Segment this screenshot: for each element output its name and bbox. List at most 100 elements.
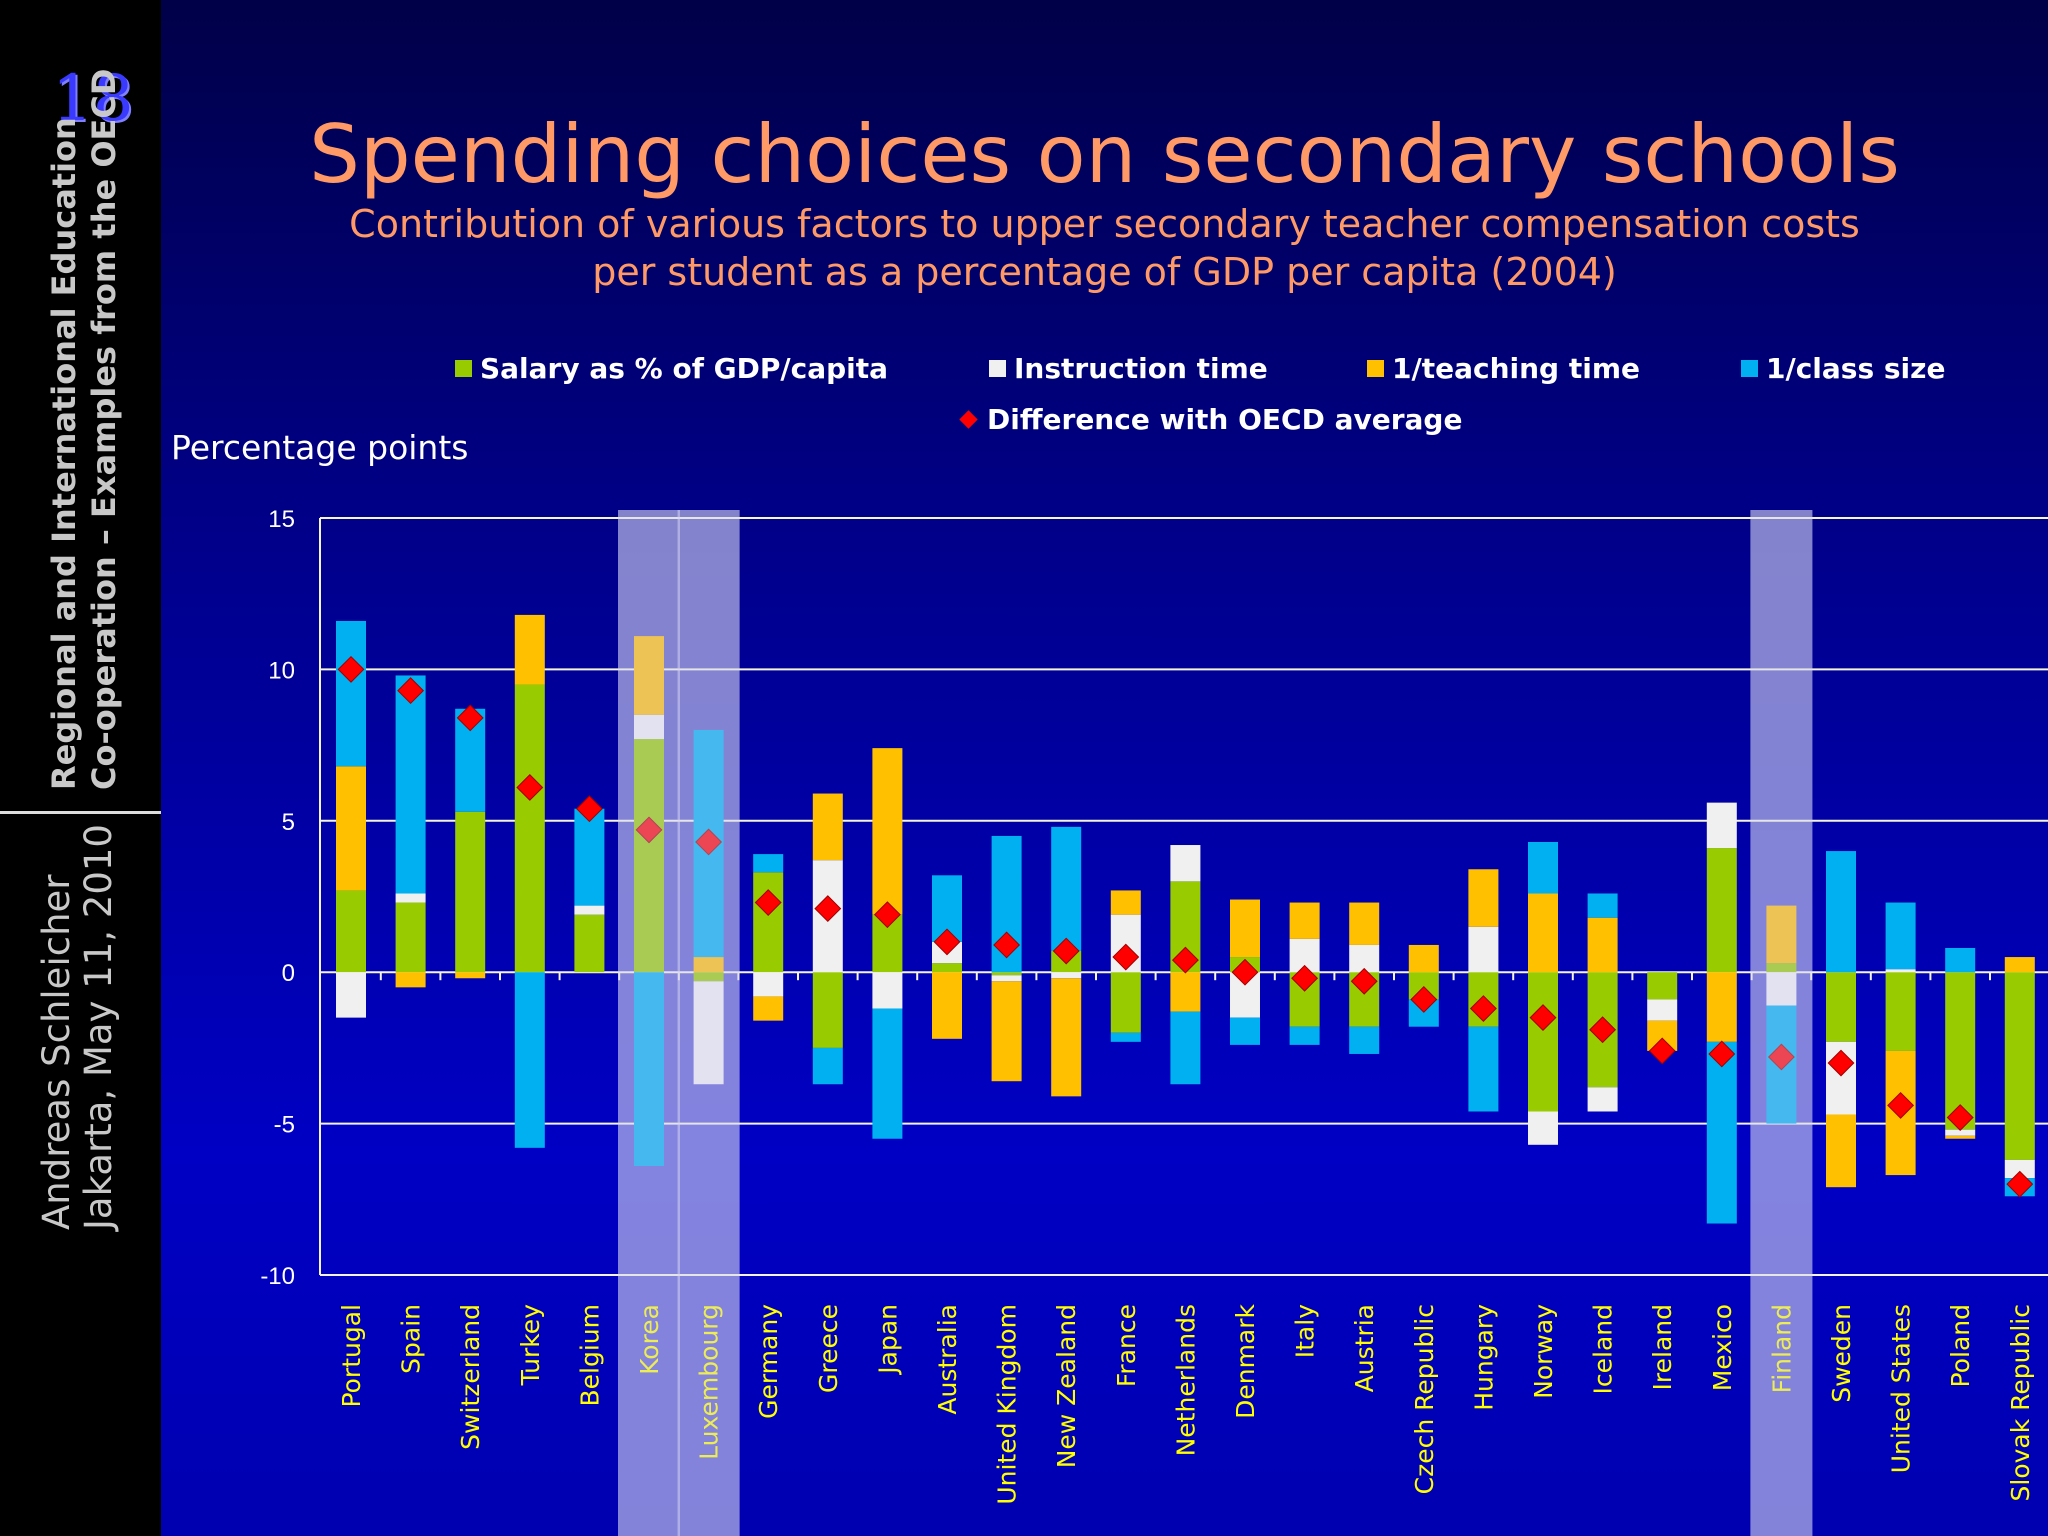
bar-class xyxy=(1051,826,1082,952)
bar-class xyxy=(1110,1032,1141,1042)
bar-class xyxy=(1468,1026,1499,1112)
bar-class xyxy=(1587,893,1618,918)
bar-teaching xyxy=(514,614,545,685)
bar-instruction xyxy=(336,972,366,1018)
bar-class xyxy=(1230,1017,1260,1045)
bar-salary xyxy=(1826,972,1856,1042)
diff-marker xyxy=(754,889,782,916)
bar-class xyxy=(1826,851,1856,973)
category-label: Hungary xyxy=(1469,1304,1498,1411)
diff-marker xyxy=(695,828,723,856)
y-tick-label: -10 xyxy=(260,1263,295,1290)
bar-teaching xyxy=(1468,869,1499,927)
bar-class xyxy=(1945,947,1976,973)
bar-class xyxy=(634,972,664,1166)
diff-marker xyxy=(635,816,663,844)
bar-instruction xyxy=(991,975,1022,982)
diff-marker xyxy=(1887,1091,1915,1119)
bar-salary xyxy=(1528,972,1558,1112)
bar-teaching xyxy=(1170,972,1201,1012)
diff-marker xyxy=(1469,995,1497,1022)
highlight-overlay xyxy=(618,510,680,1536)
bar-teaching xyxy=(1766,905,1797,964)
category-label: Iceland xyxy=(1589,1304,1618,1394)
category-label: Poland xyxy=(1946,1304,1975,1387)
category-label: Portugal xyxy=(337,1304,366,1408)
diff-marker xyxy=(873,901,901,929)
bar-teaching xyxy=(1408,944,1439,973)
bar-teaching xyxy=(1051,978,1082,1097)
bar-instruction xyxy=(395,893,426,903)
y-axis-label: Percentage points xyxy=(171,428,469,467)
bar-teaching xyxy=(1826,1114,1856,1188)
legend-swatch xyxy=(1367,360,1384,377)
bar-salary xyxy=(2004,972,2035,1160)
bar-instruction xyxy=(1647,999,1678,1021)
category-label: Slovak Republic xyxy=(2006,1304,2035,1502)
legend-teaching: 1/teaching time xyxy=(1367,352,1640,385)
bar-salary xyxy=(514,684,545,973)
bar-class xyxy=(812,1047,843,1085)
bar-teaching xyxy=(812,793,843,861)
slide-number: 18 xyxy=(52,62,134,136)
category-label: Switzerland xyxy=(456,1304,485,1450)
highlight-overlay xyxy=(677,510,740,1536)
bar-class xyxy=(574,808,605,906)
bar-class xyxy=(1170,1011,1201,1085)
bar-salary xyxy=(812,972,843,1048)
category-label: Luxembourg xyxy=(695,1304,724,1460)
bar-teaching xyxy=(1230,899,1260,958)
bar-class xyxy=(872,1008,903,1139)
diff-marker xyxy=(1171,946,1199,974)
legend-swatch xyxy=(455,360,472,377)
legend-instruction: Instruction time xyxy=(989,352,1268,385)
diff-marker xyxy=(456,704,484,732)
legend-label: Difference with OECD average xyxy=(987,403,1463,436)
y-tick-label: -5 xyxy=(274,1112,295,1139)
legend-salary: Salary as % of GDP/capita xyxy=(455,352,888,385)
subtitle-line-2: per student as a percentage of GDP per c… xyxy=(592,250,1617,294)
diff-marker xyxy=(337,655,365,683)
category-label: Sweden xyxy=(1827,1304,1856,1403)
sidebar-divider xyxy=(0,811,161,814)
category-label: Korea xyxy=(635,1304,664,1375)
bar-teaching xyxy=(991,981,1022,1082)
bar-class xyxy=(1528,841,1558,894)
bar-teaching xyxy=(455,972,486,979)
category-label: United Kingdom xyxy=(993,1304,1022,1505)
category-label: United States xyxy=(1887,1304,1916,1473)
bar-salary xyxy=(1766,963,1797,973)
diff-marker xyxy=(1350,967,1378,995)
bar-instruction xyxy=(1468,926,1499,973)
bar-teaching xyxy=(1528,893,1558,973)
bar-class xyxy=(514,972,545,1148)
subtitle-line-1: Contribution of various factors to upper… xyxy=(349,202,1860,246)
bar-instruction xyxy=(634,714,664,740)
bar-instruction xyxy=(1051,972,1082,979)
bar-salary xyxy=(991,972,1022,976)
diff-marker xyxy=(1827,1049,1855,1077)
category-label: Mexico xyxy=(1708,1304,1737,1391)
diff-marker xyxy=(1708,1040,1736,1068)
bar-teaching xyxy=(1706,972,1737,1042)
legend-swatch xyxy=(989,360,1006,377)
category-label: Germany xyxy=(754,1304,783,1419)
category-label: Belgium xyxy=(575,1304,604,1407)
bar-instruction xyxy=(872,972,903,1009)
legend-label: 1/teaching time xyxy=(1392,352,1640,385)
bar-teaching xyxy=(1587,917,1618,973)
diff-marker xyxy=(814,895,842,923)
bar-teaching xyxy=(395,972,426,988)
diff-marker xyxy=(1291,964,1319,992)
diff-marker xyxy=(575,795,603,823)
bar-class xyxy=(1885,902,1916,970)
diff-marker xyxy=(1231,958,1259,986)
bar-instruction xyxy=(1587,1087,1618,1112)
category-label: New Zealand xyxy=(1052,1304,1081,1468)
bar-class xyxy=(395,675,426,894)
legend-label: 1/class size xyxy=(1766,352,1946,385)
category-label: Italy xyxy=(1291,1304,1320,1358)
bar-salary xyxy=(1647,972,1678,1000)
category-label: Norway xyxy=(1529,1304,1558,1399)
bar-salary xyxy=(753,872,784,973)
